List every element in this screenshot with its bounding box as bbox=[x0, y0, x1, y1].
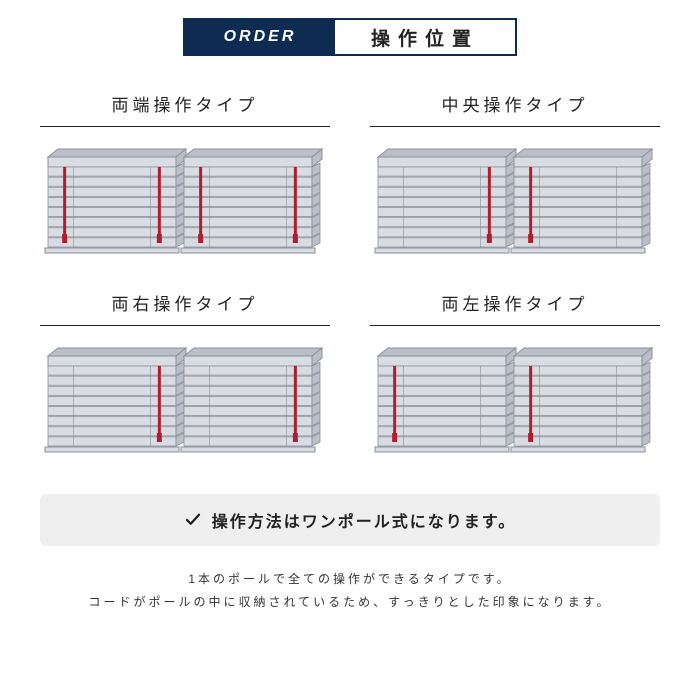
header-title: 操作位置 bbox=[335, 20, 515, 54]
blind-diagram bbox=[370, 344, 660, 459]
description-line-1: 1本のポールで全ての操作ができるタイプです。 bbox=[89, 568, 612, 591]
option-both-ends: 両端操作タイプ bbox=[40, 91, 330, 260]
options-grid: 両端操作タイプ 中央操作タイプ 両右操作タイプ 両左操作タイプ bbox=[0, 91, 700, 459]
option-both-right: 両右操作タイプ bbox=[40, 290, 330, 459]
option-both-left: 両左操作タイプ bbox=[370, 290, 660, 459]
note-text: 操作方法はワンポール式になります。 bbox=[212, 508, 516, 532]
option-center: 中央操作タイプ bbox=[370, 91, 660, 260]
blind-diagram bbox=[40, 145, 330, 260]
option-label: 両端操作タイプ bbox=[40, 91, 330, 127]
option-label: 中央操作タイプ bbox=[370, 91, 660, 127]
header-bar: ORDER 操作位置 bbox=[183, 18, 517, 56]
option-label: 両右操作タイプ bbox=[40, 290, 330, 326]
blind-diagram bbox=[370, 145, 660, 260]
option-label: 両左操作タイプ bbox=[370, 290, 660, 326]
description: 1本のポールで全ての操作ができるタイプです。 コードがポールの中に収納されている… bbox=[89, 568, 612, 614]
blind-diagram bbox=[40, 344, 330, 459]
header-order-label: ORDER bbox=[185, 20, 335, 54]
description-line-2: コードがポールの中に収納されているため、すっきりとした印象になります。 bbox=[89, 591, 612, 614]
note-bar: 操作方法はワンポール式になります。 bbox=[40, 494, 660, 546]
check-icon bbox=[184, 511, 202, 529]
